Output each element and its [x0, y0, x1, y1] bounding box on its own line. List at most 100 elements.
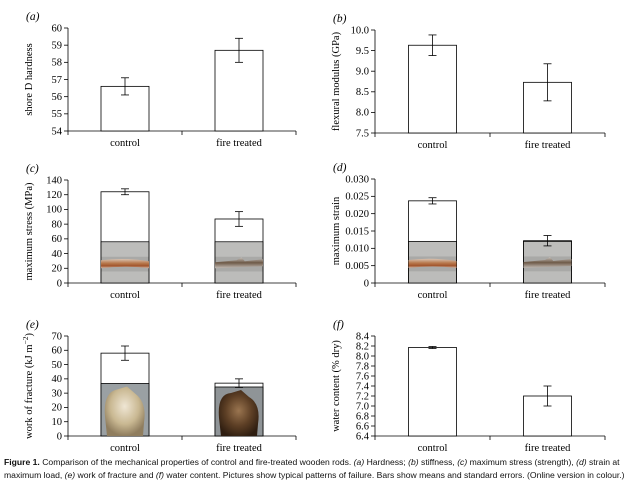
- chart-panel-4: 0 10 20 30 40 50 60 70 control fire treated (e) wor…: [21, 319, 297, 454]
- caption-part: (d): [576, 457, 587, 467]
- figure-caption: Figure 1. Comparison of the mechanical p…: [4, 456, 636, 482]
- panel-label: (e): [26, 319, 39, 331]
- y-axis-label-text: work of fracture (kJ m: [24, 345, 35, 439]
- y-tick-label: 70: [52, 331, 63, 342]
- x-tick-label: fire treated: [525, 140, 572, 151]
- y-axis-label: work of fracture (kJ m−2): [21, 333, 35, 439]
- bar-control: [408, 44, 457, 134]
- y-tick-label: 0.015: [345, 226, 369, 237]
- panel-label: (c): [26, 163, 39, 175]
- y-axis-label-text: shore D hardness: [24, 43, 35, 115]
- chart-panel-0: 54 55 56 57 58 59 60 control fire treated (a) shor…: [24, 11, 297, 149]
- y-axis-label-text: maximum strain: [331, 196, 342, 265]
- y-tick-label: 40: [52, 249, 63, 260]
- y-tick-label: 60: [52, 346, 63, 357]
- y-tick-label: 0.010: [345, 244, 369, 255]
- y-axis-label: shore D hardness: [24, 43, 35, 115]
- y-tick-label: 9.0: [356, 67, 369, 78]
- y-tick-label: 0: [57, 278, 62, 289]
- y-tick-label: 8.4: [356, 331, 370, 342]
- chart-panel-5: 6.46.66.87.07.27.47.67.88.08.28.4 control…: [331, 319, 606, 454]
- x-tick-label: control: [418, 443, 448, 454]
- y-tick-label: 140: [46, 175, 62, 186]
- y-axis-label: maximum strain: [331, 196, 342, 265]
- x-tick-label: control: [110, 138, 140, 149]
- y-tick-label: 55: [52, 109, 63, 120]
- x-tick-label: control: [418, 140, 448, 151]
- y-tick-label: 80: [52, 219, 63, 230]
- x-tick-label: control: [110, 290, 140, 301]
- y-tick-label: 58: [52, 58, 63, 69]
- y-tick-label: 0: [57, 431, 62, 442]
- panel-label: (d): [333, 162, 347, 174]
- y-tick-label: 6.4: [356, 431, 370, 442]
- x-tick-label: fire treated: [216, 138, 263, 149]
- x-tick-label: fire treated: [525, 443, 572, 454]
- y-tick-label: 0.020: [345, 209, 369, 220]
- y-axis-label-text: flexural modulus (GPa): [331, 31, 342, 131]
- y-tick-label: 40: [52, 374, 63, 385]
- panel-label: (a): [26, 11, 40, 23]
- y-tick-label: 6.8: [356, 411, 369, 422]
- x-tick-label: fire treated: [216, 443, 263, 454]
- failure-photo-control: [100, 383, 150, 437]
- y-tick-label: 60: [52, 23, 63, 34]
- x-tick-label: fire treated: [525, 290, 572, 301]
- bar-control: [408, 347, 457, 437]
- caption-part: maximum stress (strength),: [467, 457, 577, 467]
- chart-panel-1: 7.5 8.0 8.5 9.0 9.5 10.0 control fire treated (b…: [331, 13, 606, 151]
- caption-part: water content. Pictures show typical pat…: [164, 470, 625, 480]
- y-tick-label: 54: [52, 126, 63, 137]
- y-tick-label: 50: [52, 360, 63, 371]
- y-axis-label-text: water content (% dry): [331, 340, 342, 432]
- y-tick-label: 7.0: [356, 401, 369, 412]
- y-tick-label: 7.6: [356, 371, 369, 382]
- panel-label: (f): [333, 319, 344, 331]
- caption-part: (f): [155, 470, 165, 480]
- caption-part: strain at maximum load,: [4, 457, 620, 480]
- y-tick-label: 9.5: [356, 46, 369, 57]
- chart-panel-3: 0 0.005 0.010 0.015 0.020 0.025 0.030 control fi…: [331, 162, 606, 301]
- y-tick-label: 20: [52, 403, 63, 414]
- failure-photo-fire-treated: [214, 386, 264, 437]
- x-tick-label: control: [418, 290, 448, 301]
- caption-part: stiffness,: [418, 457, 458, 467]
- chart-panel-2: 0 20 40 60 80 100 120 140 control fire treated (c)…: [24, 163, 297, 301]
- failure-photo-control: [100, 241, 150, 284]
- failure-photo-control: [408, 240, 457, 284]
- panel-label: (b): [333, 13, 347, 25]
- y-tick-label: 7.2: [356, 391, 369, 402]
- y-tick-label: 0.005: [345, 261, 369, 272]
- failure-photo-fire-treated: [523, 240, 572, 284]
- caption-text: Comparison of the mechanical properties …: [4, 457, 625, 480]
- caption-part: (b): [408, 457, 419, 467]
- y-tick-label: 57: [52, 75, 63, 86]
- y-tick-label: 8.5: [356, 87, 369, 98]
- y-axis-label: flexural modulus (GPa): [331, 31, 342, 131]
- caption-part: Hardness;: [364, 457, 409, 467]
- caption-part: work of fracture and: [75, 470, 156, 480]
- failure-photo-fire-treated: [214, 241, 264, 284]
- y-axis-label-sup: −2: [21, 336, 30, 344]
- y-axis-label-text: maximum stress (MPa): [24, 182, 35, 280]
- y-tick-label: 8.0: [356, 351, 369, 362]
- y-axis-label: water content (% dry): [331, 340, 342, 432]
- caption-part: (a): [353, 457, 365, 467]
- y-tick-label: 0: [364, 278, 369, 289]
- y-tick-label: 120: [46, 190, 62, 201]
- caption-part: Comparison of the mechanical properties …: [39, 457, 354, 467]
- y-tick-label: 59: [52, 40, 63, 51]
- caption-part: (e): [64, 470, 76, 480]
- y-tick-label: 100: [46, 205, 62, 216]
- y-tick-label: 7.5: [356, 128, 369, 139]
- y-tick-label: 10.0: [351, 25, 369, 36]
- y-tick-label: 7.8: [356, 361, 369, 372]
- y-tick-label: 6.6: [356, 421, 369, 432]
- y-tick-label: 0.025: [345, 192, 369, 203]
- caption-label: Figure 1.: [4, 457, 40, 467]
- y-tick-label: 8.2: [356, 341, 369, 352]
- y-tick-label: 0.030: [345, 174, 369, 185]
- y-tick-label: 20: [52, 264, 63, 275]
- y-tick-label: 30: [52, 388, 63, 399]
